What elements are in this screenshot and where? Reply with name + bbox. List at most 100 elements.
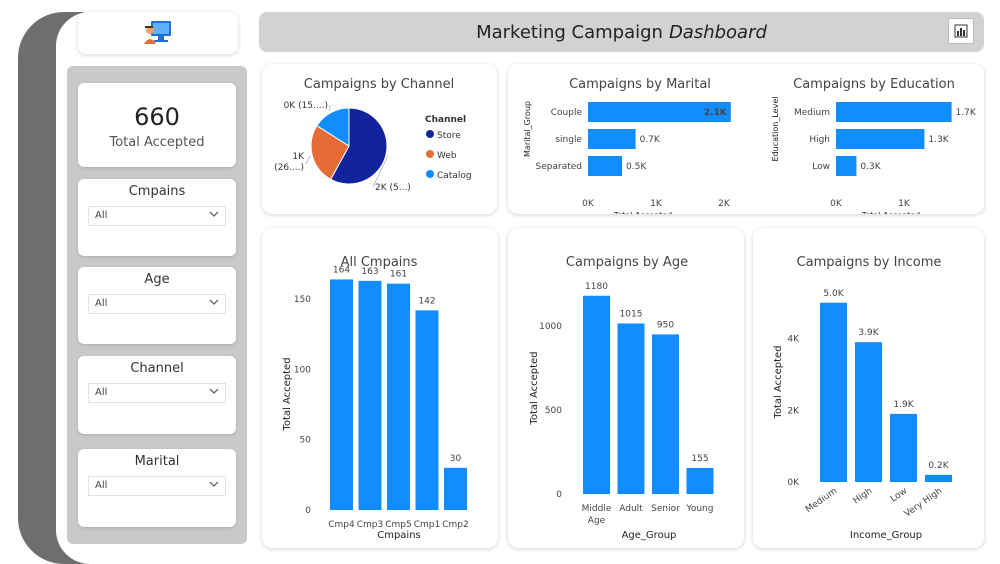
chevron-down-icon	[209, 481, 219, 487]
dropdown-value: All	[95, 480, 108, 491]
dashboard-canvas: Marketing Campaign Dashboard 660 Total A…	[56, 12, 1000, 564]
bar-cmp3[interactable]	[358, 280, 382, 510]
x-tick-label: Cmp2	[442, 520, 469, 530]
pie-data-label: 0K (15....)	[284, 101, 328, 111]
y-axis-title: Total Accepted	[773, 345, 784, 419]
pie-slice-catalog[interactable]	[316, 107, 350, 147]
card-channel-pie: Campaigns by Channel 2K (5...) 1K (26....) 0…	[262, 64, 497, 214]
legend-item-catalog[interactable]: Catalog	[437, 171, 472, 181]
page-title-bar: Marketing Campaign Dashboard	[259, 12, 984, 52]
bar-adult[interactable]	[617, 323, 645, 494]
y-axis-title: Education_Level	[771, 97, 780, 162]
category-label: single	[555, 135, 582, 145]
marital-dropdown[interactable]: All	[88, 476, 226, 496]
y-tick-label: 0K	[787, 478, 800, 488]
page-title: Marketing Campaign	[476, 21, 663, 43]
chart-title: Campaigns by Channel	[304, 77, 454, 92]
card-age: Campaigns by Age 0 500 1000 Total Accepted 11…	[508, 228, 744, 548]
bar-cmp4[interactable]	[330, 279, 353, 510]
legend-title: Channel	[425, 115, 466, 125]
kpi-card: 660 Total Accepted	[78, 83, 236, 167]
bar-data-label: 1180	[585, 282, 608, 292]
pie-slice-store[interactable]	[330, 107, 388, 185]
x-tick-label: 1K	[650, 199, 663, 209]
report-button[interactable]	[948, 18, 974, 44]
bar-young[interactable]	[686, 467, 714, 494]
x-axis-title: Total Accepted	[613, 211, 673, 214]
x-tick-label: Cmp1	[414, 520, 441, 530]
bar-data-label: 0.2K	[928, 461, 949, 471]
y-tick-label: 50	[300, 436, 312, 446]
bar-data-label: 164	[333, 265, 350, 275]
chart-all-cmpains[interactable]: All Cmpains 0 50 100 150 Total Accepted 164 Cmp…	[262, 228, 498, 548]
legend-item-store[interactable]: Store	[437, 131, 461, 141]
y-axis-title: Total Accepted	[529, 351, 540, 425]
bar-medium[interactable]	[820, 302, 847, 482]
age-dropdown[interactable]: All	[88, 294, 226, 314]
x-tick-label: High	[852, 486, 875, 506]
pie-data-label: (26....)	[274, 163, 304, 173]
bar-medium[interactable]	[836, 102, 952, 122]
pie-data-label: 2K (5...)	[375, 183, 411, 193]
y-tick-label: 0	[305, 506, 311, 516]
page-title-emphasis: Dashboard	[668, 21, 767, 43]
legend-marker	[426, 130, 434, 138]
bar-data-label: 3.9K	[858, 328, 879, 338]
x-tick-label: Cmp5	[385, 520, 412, 530]
x-tick-label: 0K	[830, 199, 843, 209]
category-label: Separated	[536, 162, 582, 172]
x-tick-label: Young	[686, 504, 714, 514]
x-tick-label: Senior	[651, 504, 680, 514]
chevron-down-icon	[209, 299, 219, 305]
bar-separated[interactable]	[588, 156, 622, 176]
bar-cmp2[interactable]	[444, 467, 467, 510]
bar-cmp5[interactable]	[387, 283, 410, 510]
chart-title: Campaigns by Age	[566, 255, 688, 270]
bar-high[interactable]	[836, 129, 925, 149]
bar-low[interactable]	[890, 413, 917, 482]
bar-middle-age[interactable]	[583, 295, 610, 494]
x-tick-label: Age	[588, 516, 606, 526]
channel-dropdown[interactable]: All	[88, 383, 226, 403]
chart-channel-pie[interactable]: Campaigns by Channel 2K (5...) 1K(26....) 0…	[262, 64, 497, 214]
bar-low[interactable]	[836, 156, 857, 176]
cmpains-dropdown[interactable]: All	[88, 206, 226, 226]
bar-data-label: 163	[361, 267, 378, 277]
chart-title: Campaigns by Marital	[569, 77, 711, 92]
bar-high[interactable]	[855, 342, 882, 482]
slicer-title: Cmpains	[128, 184, 186, 199]
chart-age[interactable]: Campaigns by Age 0 500 1000 Total Accepted 11…	[508, 228, 744, 548]
bar-data-label: 2.1K	[704, 108, 728, 118]
dropdown-value: All	[95, 387, 108, 398]
bar-very-high[interactable]	[925, 474, 952, 482]
legend-item-web[interactable]: Web	[437, 151, 457, 161]
bar-data-label: 155	[691, 454, 708, 464]
category-label: High	[809, 135, 830, 145]
card-income: Campaigns by Income 0K 2K 4K Total Accepted 5…	[753, 228, 984, 548]
y-tick-label: 1000	[539, 322, 562, 332]
legend-marker	[426, 150, 434, 158]
slicer-title: Marital	[134, 454, 180, 469]
chart-marital-education[interactable]: Campaigns by Marital Marital_Group Couple 2…	[508, 64, 984, 214]
pie-slice-web[interactable]	[310, 124, 350, 180]
slicer-marital: Marital All	[78, 449, 236, 527]
bar-data-label: 0.3K	[860, 162, 881, 172]
bar-senior[interactable]	[652, 334, 679, 494]
bar-single[interactable]	[588, 129, 636, 149]
slicer-cmpains: Cmpains All	[78, 179, 236, 256]
dropdown-value: All	[95, 298, 108, 309]
bar-cmp1[interactable]	[415, 310, 439, 510]
bar-data-label: 161	[390, 270, 407, 280]
bar-data-label: 950	[657, 320, 674, 330]
legend-marker	[426, 170, 434, 178]
bar-couple[interactable]	[588, 102, 731, 122]
bar-data-label: 30	[450, 454, 462, 464]
card-all-cmpains: All Cmpains 0 50 100 150 Total Accepted 164 Cmp…	[262, 228, 498, 548]
y-tick-label: 100	[294, 365, 311, 375]
bar-data-label: 1015	[620, 309, 643, 319]
chart-title: Campaigns by Education	[793, 77, 955, 92]
category-label: Low	[812, 162, 830, 172]
card-marital-education: Campaigns by Marital Marital_Group Couple 2…	[508, 64, 984, 214]
y-tick-label: 0	[556, 490, 562, 500]
